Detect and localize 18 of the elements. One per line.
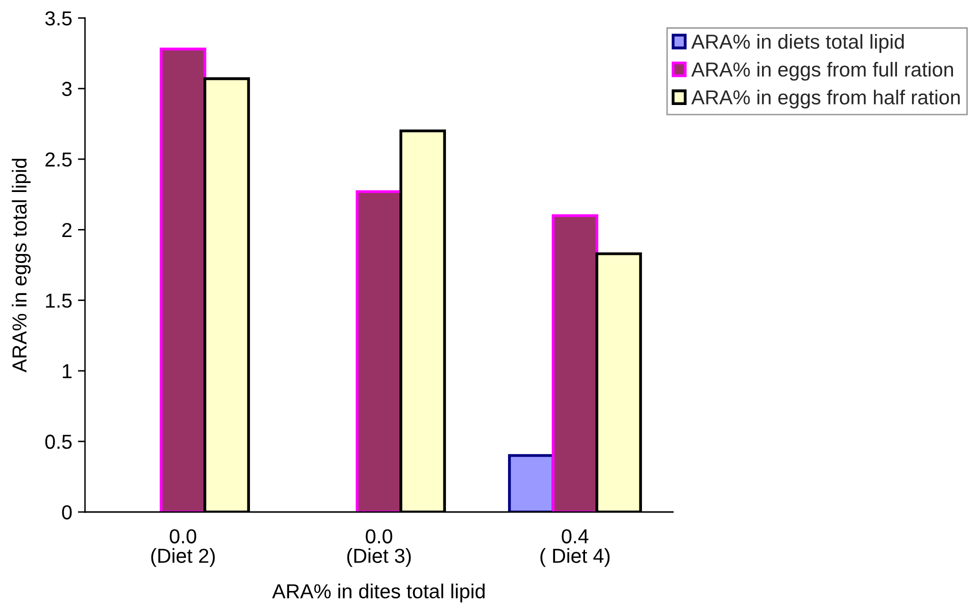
x-tick-label: 0.0 (Diet 3) [347, 529, 411, 567]
legend-label: ARA% in eggs from full ration [691, 62, 953, 81]
legend-label: ARA% in eggs from half ration [691, 90, 960, 108]
y-tick-label: 2 [62, 222, 72, 238]
bar [160, 48, 206, 512]
y-tick-label: 3 [62, 82, 72, 96]
legend-label: ARA% in diets total lipid [691, 34, 904, 53]
x-tick-label: 0.4 ( Diet 4) [540, 529, 610, 567]
y-tick-label: 0.5 [45, 434, 72, 449]
x-tick-label: 0.0 (Diet 2) [151, 529, 215, 567]
y-tick-label: 2.5 [46, 152, 72, 167]
x-axis-title: ARA% in dites total lipid [272, 584, 485, 602]
y-tick-label: 1.5 [46, 294, 72, 308]
bar [552, 214, 598, 512]
y-tick-label: 0 [62, 505, 72, 520]
y-tick-label: 3.5 [45, 11, 72, 26]
y-tick-label: 1 [62, 364, 72, 378]
y-axis-title: ARA% in eggs total lipid [12, 158, 31, 372]
